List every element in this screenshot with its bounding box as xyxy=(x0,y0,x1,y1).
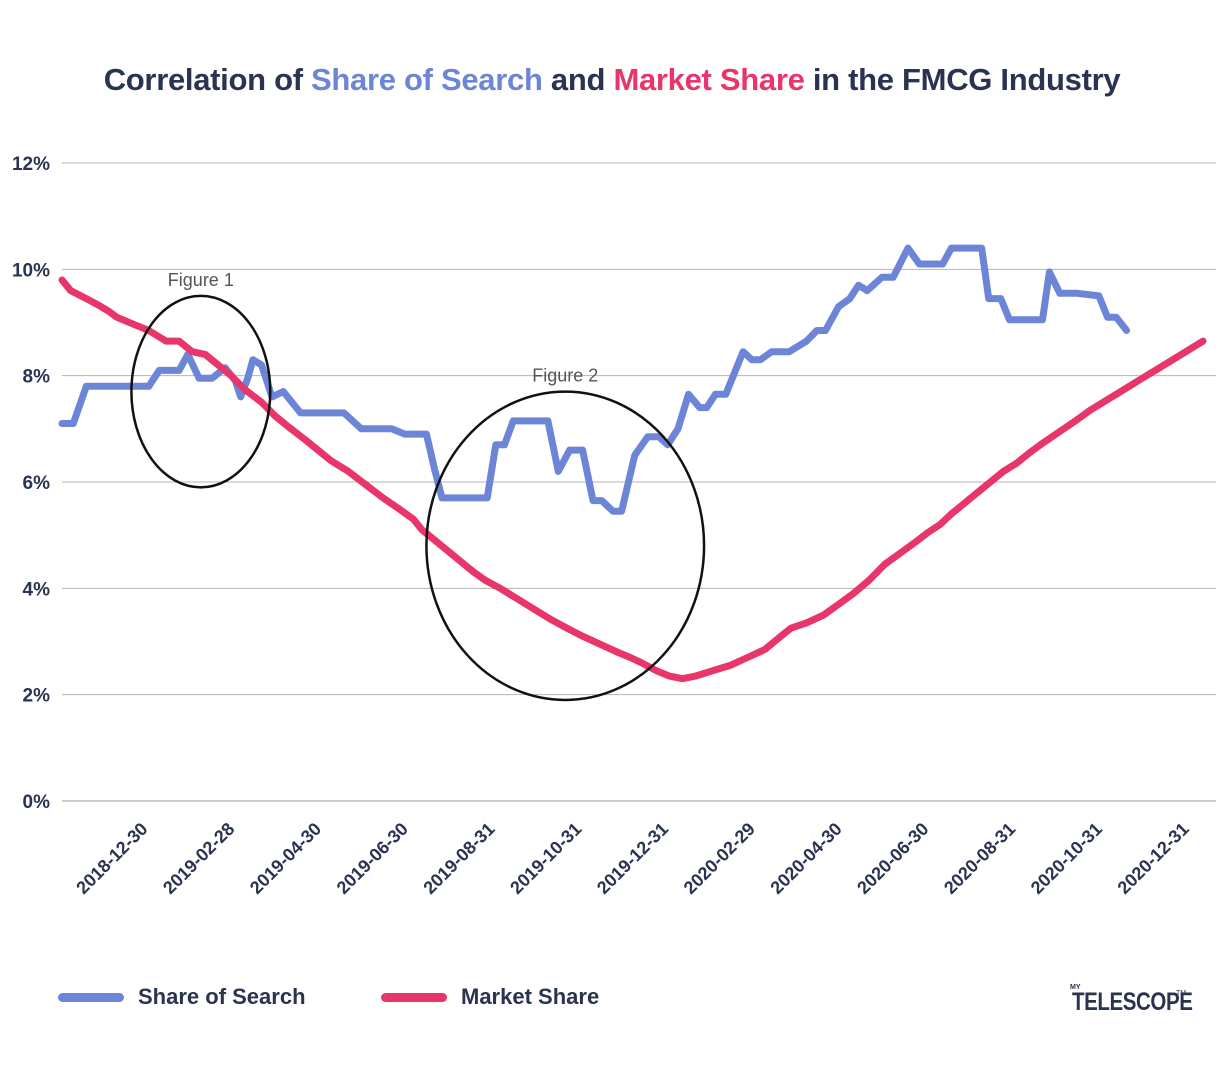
x-tick-label: 2020-12-31 xyxy=(1114,819,1193,898)
title-market-share: Market Share xyxy=(613,62,805,97)
x-axis-ticks: 2018-12-30 2019-02-28 2019-04-30 2019-06-30… xyxy=(72,819,1192,898)
x-tick-label: 2019-08-31 xyxy=(419,819,498,898)
logo-word: TELESCOPE xyxy=(1072,988,1193,1016)
x-tick-label: 2019-02-28 xyxy=(159,819,238,898)
annotations: Figure 1 Figure 2 xyxy=(130,270,706,702)
line-chart: 0%2%4%6%8%10%12% 2018-12-30 2019-02-28 201… xyxy=(12,154,1216,898)
x-tick-label: 2019-12-31 xyxy=(593,819,672,898)
legend-swatch-market-share xyxy=(381,992,447,1002)
y-tick-label: 2% xyxy=(23,686,51,707)
y-tick-label: 8% xyxy=(23,367,51,388)
logo-tm: TM xyxy=(1176,990,1187,997)
annotation-ellipse xyxy=(130,294,272,489)
y-tick-label: 6% xyxy=(23,473,51,494)
x-tick-label: 2019-10-31 xyxy=(506,819,585,898)
y-tick-label: 12% xyxy=(12,154,50,175)
telescope-logo: MY TELESCOPE TM xyxy=(1070,984,1193,1020)
annotation-label: Figure 2 xyxy=(532,366,598,386)
series-line-market-share xyxy=(58,276,1207,683)
y-axis-ticks: 0% 2% 4% 6% 8% 10% 12% xyxy=(12,154,50,813)
annotation-label: Figure 1 xyxy=(168,270,234,290)
chart-title: Correlation of Share of Search and Marke… xyxy=(0,62,1224,98)
y-tick-label: 0% xyxy=(23,792,51,813)
x-tick-label: 2018-12-30 xyxy=(72,819,151,898)
logo-my: MY xyxy=(1070,984,1081,991)
series-lines xyxy=(58,244,1207,683)
title-suffix: in the FMCG Industry xyxy=(804,62,1121,97)
x-tick-label: 2020-10-31 xyxy=(1027,819,1106,898)
title-share-of-search: Share of Search xyxy=(311,62,543,97)
gridlines xyxy=(62,162,1216,802)
title-prefix: Correlation of xyxy=(103,62,312,97)
y-tick-label: 4% xyxy=(23,579,51,600)
y-tick-label: 10% xyxy=(12,260,50,281)
x-tick-label: 2019-06-30 xyxy=(333,819,412,898)
x-tick-label: 2020-04-30 xyxy=(766,819,845,898)
series-line-share-of-search xyxy=(58,244,1131,515)
legend-label-market-share: Market Share xyxy=(461,984,600,1009)
x-tick-label: 2019-04-30 xyxy=(246,819,325,898)
annotation-ellipse xyxy=(425,390,706,702)
x-tick-label: 2020-06-30 xyxy=(853,819,932,898)
legend-market-share: Market Share xyxy=(381,984,599,1010)
x-tick-label: 2020-02-29 xyxy=(680,819,759,898)
legend-swatch-share-of-search xyxy=(58,992,124,1002)
legend-share-of-search: Share of Search xyxy=(58,984,306,1010)
title-mid: and xyxy=(542,62,614,97)
x-tick-label: 2020-08-31 xyxy=(940,819,1019,898)
legend-label-share-of-search: Share of Search xyxy=(138,984,306,1009)
